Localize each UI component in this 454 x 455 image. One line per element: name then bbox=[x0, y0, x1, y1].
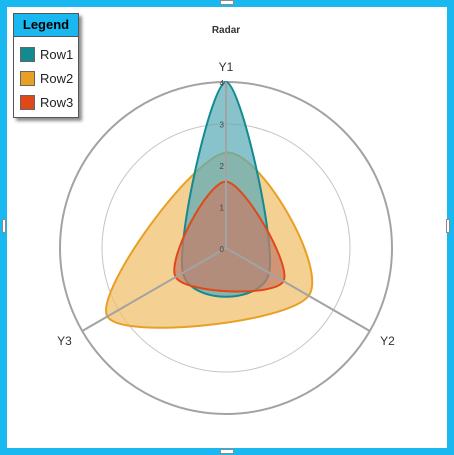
legend-item-row3[interactable]: Row3 bbox=[20, 94, 73, 110]
legend-swatch-row3 bbox=[20, 94, 35, 110]
axis-label-y1: Y1 bbox=[219, 60, 234, 74]
legend-label-row1: Row1 bbox=[40, 46, 74, 62]
tick-label: 4 bbox=[220, 79, 225, 88]
legend-swatch-row2 bbox=[20, 70, 35, 86]
legend: Legend Row1 Row2 Row3 bbox=[13, 13, 79, 118]
tick-label: 3 bbox=[220, 121, 225, 130]
chart-title: Radar bbox=[212, 25, 240, 36]
legend-item-row2[interactable]: Row2 bbox=[20, 70, 73, 86]
axis-label-y2: Y2 bbox=[380, 334, 395, 348]
resize-handle-left[interactable] bbox=[2, 219, 6, 233]
tick-label: 0 bbox=[220, 245, 225, 254]
series-area-row3[interactable] bbox=[173, 180, 286, 293]
resize-handle-bottom[interactable] bbox=[220, 449, 234, 454]
legend-swatch-row1 bbox=[20, 46, 35, 62]
legend-label-row3: Row3 bbox=[40, 94, 74, 110]
legend-title: Legend bbox=[14, 14, 78, 37]
resize-handle-right[interactable] bbox=[446, 219, 450, 233]
legend-label-row2: Row2 bbox=[40, 70, 74, 86]
legend-item-row1[interactable]: Row1 bbox=[20, 46, 73, 62]
axis-label-y3: Y3 bbox=[57, 334, 72, 348]
axis-line-y3 bbox=[81, 247, 227, 332]
axis-line-y2 bbox=[225, 247, 371, 332]
tick-label: 2 bbox=[220, 162, 225, 171]
resize-handle-top[interactable] bbox=[220, 0, 234, 5]
tick-label: 1 bbox=[220, 204, 225, 213]
